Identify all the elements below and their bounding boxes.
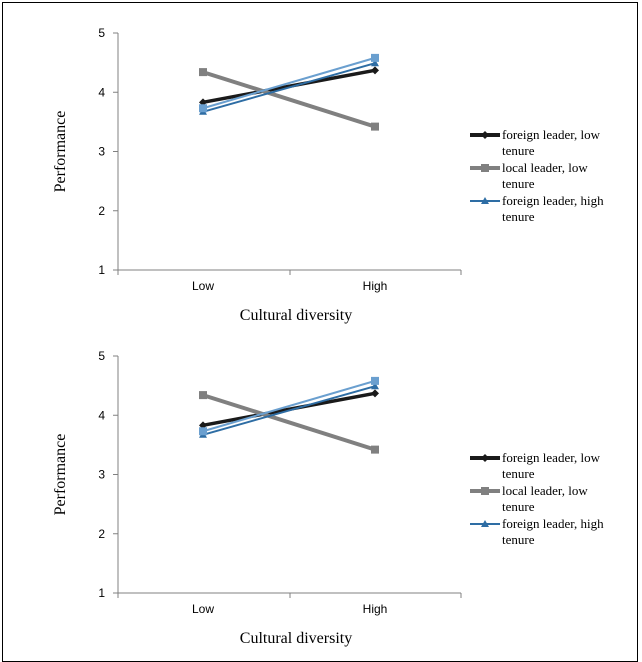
- charts-canvas: 1 2 3 4 5 Low High Cultural diversity Performanc…: [52, 26, 604, 647]
- chart2-series-3-point-2: [371, 382, 379, 390]
- chart1-legend-marker-2: [481, 164, 489, 172]
- chart2-series-4-point-1: [199, 427, 207, 436]
- chart1-x-axis-title: Cultural diversity: [240, 307, 352, 324]
- chart1-x-tick-high: High: [363, 279, 388, 293]
- chart2-legend-marker-2: [481, 487, 489, 495]
- chart2-series-4-point-2: [371, 376, 379, 385]
- chart2-legend-marker-3: [481, 520, 489, 527]
- chart2-y-tick-2: 2: [98, 527, 105, 541]
- chart1-y-tick-1: 1: [98, 263, 105, 277]
- chart1-series-1-point-2: [371, 66, 379, 75]
- chart1-series-2-point-1: [199, 68, 207, 77]
- chart2-series-2-point-2: [371, 445, 379, 454]
- chart2-x-axis-title: Cultural diversity: [240, 630, 352, 647]
- chart2-series-2-line: [202, 393, 376, 452]
- chart1-legend-marker-3: [481, 197, 489, 204]
- chart2-y-tick-3: 3: [98, 468, 105, 482]
- chart2-series-1-point-2: [371, 389, 379, 398]
- chart2-series-4-line: [202, 379, 376, 433]
- chart2-y-tick-1: 1: [98, 586, 105, 600]
- chart2-x-tick-high: High: [363, 602, 388, 616]
- chart1-y-tick-5: 5: [98, 26, 105, 40]
- chart1-legend-label-2: local leader, low tenure: [502, 160, 588, 191]
- chart1-series-1-line: [202, 68, 376, 105]
- chart1-legend-label-3: foreign leader, high tenure: [502, 193, 604, 224]
- chart1-series-4-point-1: [199, 104, 207, 113]
- chart1-legend-marker-1: [481, 131, 489, 139]
- chart2-series-1-line: [202, 391, 376, 428]
- chart1-x-tick-low: Low: [192, 279, 214, 293]
- chart1-y-tick-3: 3: [98, 145, 105, 159]
- chart1-y-tick-4: 4: [98, 85, 105, 99]
- chart1-y-axis-title: Performance: [52, 111, 69, 193]
- chart2-y-tick-5: 5: [98, 349, 105, 363]
- chart2-series-3-line: [202, 385, 376, 436]
- chart2-legend-label-3: foreign leader, high tenure: [502, 516, 604, 547]
- chart1-series-2-line: [202, 70, 376, 129]
- chart2-legend-marker-1: [481, 454, 489, 462]
- chart2-y-tick-4: 4: [98, 408, 105, 422]
- chart2-legend-label-2: local leader, low tenure: [502, 483, 588, 514]
- chart1-y-tick-2: 2: [98, 204, 105, 218]
- chart2-x-tick-low: Low: [192, 602, 214, 616]
- chart1-series-4-line: [202, 56, 376, 110]
- chart1-series-2-point-2: [371, 122, 379, 131]
- chart2-y-axis-title: Performance: [52, 434, 69, 516]
- chart2-series-2-point-1: [199, 391, 207, 400]
- chart1-series-3-point-2: [371, 59, 379, 67]
- chart1-series-4-point-2: [371, 53, 379, 62]
- chart2-legend-label-1: foreign leader, low tenure: [502, 450, 601, 481]
- chart1-series-3-line: [202, 62, 376, 113]
- chart1-legend-label-1: foreign leader, low tenure: [502, 127, 601, 158]
